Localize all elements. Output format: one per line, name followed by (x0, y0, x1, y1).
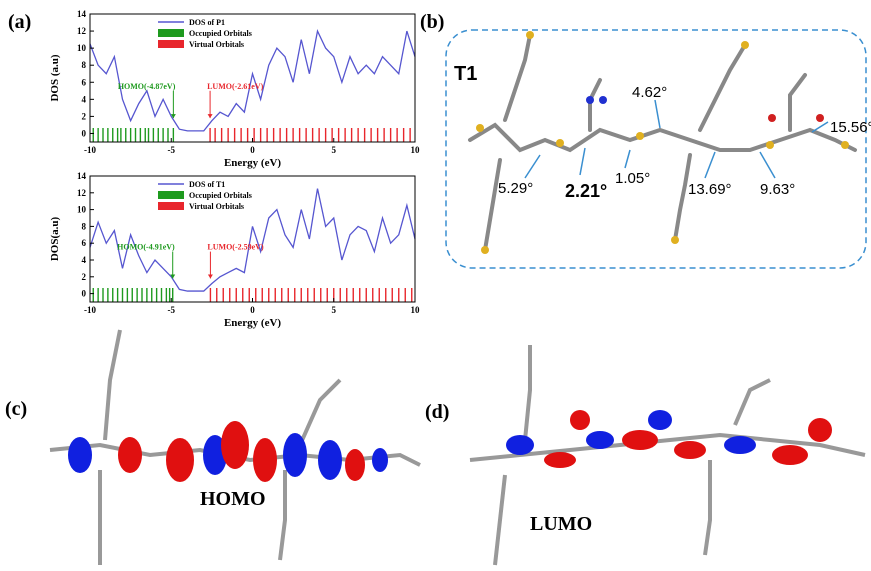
arrow-head (207, 274, 213, 279)
legend-label: Occupied Orbitals (189, 191, 252, 200)
y-tick-label: 12 (77, 188, 87, 198)
frame (445, 29, 867, 269)
angle-label: 2.21° (565, 181, 607, 201)
dos-line (89, 188, 416, 292)
dos-panels: (a) 0 2 4 6 8 10 12 14 -10 -5 0 5 10 Energy (eV) DOS (a… (8, 9, 420, 329)
legend-label: Virtual Orbitals (189, 40, 244, 49)
panel-label: (b) (420, 11, 444, 33)
dos-line (89, 28, 416, 132)
y-tick-label: 0 (82, 289, 87, 299)
y-tick-label: 4 (82, 255, 87, 265)
legend-label: Occupied Orbitals (189, 29, 252, 38)
y-tick-label: 12 (77, 26, 87, 36)
y-tick-label: 6 (82, 77, 87, 87)
x-tick-label: 10 (411, 305, 421, 315)
y-axis-title: DOS (a.u) (49, 54, 61, 101)
angle-label: 5.29° (498, 180, 533, 197)
plot-frame (89, 175, 416, 303)
arrow-head (170, 274, 176, 279)
angle-label: 4.62° (632, 84, 667, 101)
x-axis-title: Energy (eV) (224, 317, 281, 329)
panel-label: (a) (8, 11, 31, 33)
panel-label: (d) (425, 401, 449, 423)
y-tick-label: 0 (82, 128, 87, 138)
y-tick-label: 8 (82, 60, 87, 70)
x-tick-label: 0 (250, 145, 255, 155)
orbital-label: LUMO (530, 513, 592, 535)
angle-label: 15.56° (830, 119, 871, 136)
legend-label: DOS of P1 (189, 18, 225, 27)
angle-label: 9.63° (760, 181, 795, 198)
y-tick-label: 4 (82, 94, 87, 104)
annotation: HOMO(-4.87eV) (118, 82, 176, 91)
y-tick-label: 2 (82, 272, 87, 282)
x-tick-label: 5 (332, 145, 337, 155)
x-tick-label: -10 (84, 145, 96, 155)
orbital-label: HOMO (200, 488, 266, 510)
legend-swatch (158, 40, 184, 48)
y-tick-label: 10 (77, 43, 87, 53)
legend-swatch (158, 29, 184, 37)
molecule-name: T1 (454, 63, 477, 85)
legend-label: Virtual Orbitals (189, 202, 244, 211)
legend-swatch (158, 202, 184, 210)
annotation: LUMO(-2.61eV) (207, 82, 264, 91)
legend-label: DOS of T1 (189, 180, 225, 189)
y-axis-title: DOS(a.u) (49, 217, 61, 262)
x-tick-label: -5 (168, 305, 176, 315)
x-tick-label: 10 (411, 145, 421, 155)
annotation: LUMO(-2.59eV) (207, 243, 264, 252)
arrow-head (207, 114, 213, 119)
molecule (468, 33, 857, 252)
arrow-head (170, 114, 176, 119)
angles: 4.62° 15.56° 5.29° 2.21° 1.05° 13.69° 9.… (498, 84, 871, 201)
y-tick-label: 14 (77, 171, 87, 181)
x-tick-label: -10 (84, 305, 96, 315)
annotation: HOMO(-4.91eV) (117, 243, 175, 252)
panel-label: (c) (5, 398, 27, 420)
y-tick-label: 2 (82, 111, 87, 121)
x-tick-label: -5 (168, 145, 176, 155)
y-tick-label: 14 (77, 9, 87, 19)
x-tick-label: 0 (250, 305, 255, 315)
y-tick-label: 10 (77, 205, 87, 215)
x-tick-label: 5 (332, 305, 337, 315)
orbital-lobes (68, 410, 832, 482)
angle-pointers (524, 99, 829, 179)
angle-label: 1.05° (615, 170, 650, 187)
angle-label: 13.69° (688, 181, 732, 198)
y-tick-label: 6 (82, 238, 87, 248)
legend-swatch (158, 191, 184, 199)
y-tick-label: 8 (82, 221, 87, 231)
plot-frame (89, 13, 416, 143)
x-axis-title: Energy (eV) (224, 157, 281, 169)
